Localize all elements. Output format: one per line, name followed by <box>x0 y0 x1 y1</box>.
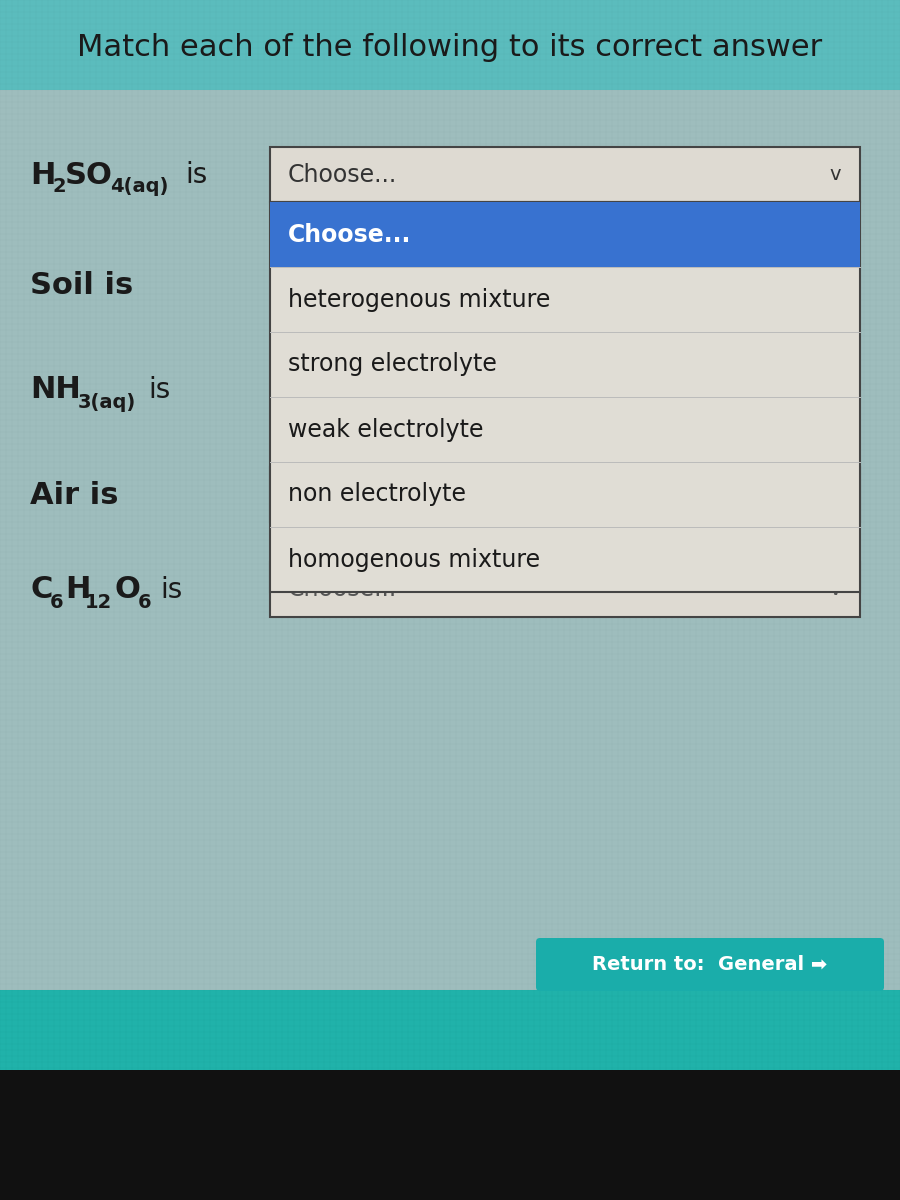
Text: H: H <box>30 161 56 190</box>
FancyBboxPatch shape <box>0 1070 900 1200</box>
FancyBboxPatch shape <box>0 90 900 990</box>
Text: 3(aq): 3(aq) <box>78 392 136 412</box>
FancyBboxPatch shape <box>536 938 884 991</box>
Text: heterogenous mixture: heterogenous mixture <box>288 288 551 312</box>
Text: is: is <box>160 576 182 604</box>
Text: NH: NH <box>30 376 81 404</box>
Text: strong electrolyte: strong electrolyte <box>288 353 497 377</box>
Text: non electrolyte: non electrolyte <box>288 482 466 506</box>
FancyBboxPatch shape <box>270 202 860 592</box>
FancyBboxPatch shape <box>270 467 860 522</box>
Text: Choose...: Choose... <box>288 482 397 506</box>
Text: is: is <box>185 161 207 188</box>
Text: Choose...: Choose... <box>288 222 411 246</box>
Text: is: is <box>148 376 170 404</box>
Text: homogenous mixture: homogenous mixture <box>288 547 540 571</box>
Text: v: v <box>829 164 841 184</box>
FancyBboxPatch shape <box>0 0 900 90</box>
Text: C: C <box>30 576 52 605</box>
Text: v: v <box>829 580 841 599</box>
Text: O: O <box>115 576 141 605</box>
Text: Return to:  General ➡: Return to: General ➡ <box>592 955 828 974</box>
Text: v: v <box>829 485 841 504</box>
Text: 12: 12 <box>85 593 112 612</box>
Text: Choose...: Choose... <box>288 577 397 601</box>
Text: weak electrolyte: weak electrolyte <box>288 418 483 442</box>
Text: 2: 2 <box>52 178 66 197</box>
Text: 4(aq): 4(aq) <box>110 178 168 197</box>
FancyBboxPatch shape <box>270 146 860 202</box>
Text: 6: 6 <box>50 593 64 612</box>
Text: H: H <box>65 576 90 605</box>
FancyBboxPatch shape <box>0 990 900 1070</box>
Text: SO: SO <box>65 161 112 190</box>
Text: Match each of the following to its correct answer: Match each of the following to its corre… <box>77 34 823 62</box>
FancyBboxPatch shape <box>270 562 860 617</box>
Text: Air is: Air is <box>30 480 119 510</box>
Text: Choose...: Choose... <box>288 162 397 186</box>
Text: Soil is: Soil is <box>30 270 133 300</box>
Text: 6: 6 <box>138 593 151 612</box>
FancyBboxPatch shape <box>270 202 860 266</box>
